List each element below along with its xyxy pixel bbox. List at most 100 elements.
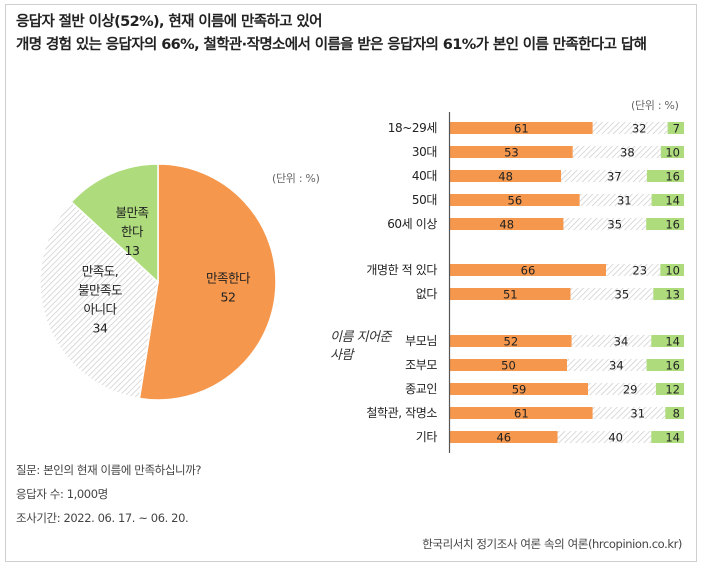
bar-segment bbox=[450, 264, 606, 276]
chart-frame bbox=[5, 4, 697, 562]
bar-value-label: 50 bbox=[501, 359, 516, 373]
bar-value-label: 16 bbox=[665, 359, 680, 373]
bar-value-label: 16 bbox=[665, 218, 680, 232]
pie-slice-label: 불만족 한다 13 bbox=[115, 205, 148, 258]
bar-segment bbox=[660, 264, 684, 276]
bar-segment bbox=[450, 431, 558, 443]
bar-value-label: 52 bbox=[504, 335, 519, 349]
chart-subtitle: 개명 경험 있는 응답자의 66%, 철학관·작명소에서 이름을 받은 응답자의… bbox=[16, 37, 647, 53]
bar-segment bbox=[450, 383, 589, 395]
bar-value-label: 14 bbox=[665, 431, 680, 445]
bar-value-label: 61 bbox=[514, 122, 529, 136]
bar-value-label: 29 bbox=[623, 383, 638, 397]
bar-row-label: 없다 bbox=[416, 287, 438, 301]
bar-value-label: 48 bbox=[498, 170, 513, 184]
bar-row-label: 종교인 bbox=[405, 382, 437, 396]
bar-value-label: 38 bbox=[620, 146, 635, 160]
bar-value-label: 48 bbox=[499, 218, 514, 232]
bar-segment bbox=[572, 146, 661, 158]
footer-question: 질문: 본인의 현재 이름에 만족하십니까? bbox=[16, 463, 202, 477]
bar-segment bbox=[450, 288, 571, 300]
bar-row-label: 조부모 bbox=[405, 358, 437, 372]
bar-value-label: 13 bbox=[665, 288, 680, 302]
bar-value-label: 23 bbox=[632, 264, 647, 278]
bar-row-label: 부모님 bbox=[405, 334, 437, 348]
bar-segment bbox=[450, 170, 562, 182]
bar-segment bbox=[646, 218, 684, 230]
bar-segment bbox=[450, 359, 567, 371]
bar-row-label: 30대 bbox=[412, 145, 437, 159]
bar-segment bbox=[567, 359, 647, 371]
bar-value-label: 34 bbox=[609, 359, 624, 373]
bar-value-label: 35 bbox=[615, 288, 630, 302]
bar-segment bbox=[561, 170, 647, 182]
bar-row-label: 50대 bbox=[412, 193, 437, 207]
pie-unit-label: (단위 : %) bbox=[272, 172, 320, 185]
chart-title: 응답자 절반 이상(52%), 현재 이름에 만족하고 있어 bbox=[16, 14, 322, 30]
bar-segment bbox=[592, 122, 668, 134]
bar-row-label: 철학관, 작명소 bbox=[366, 406, 437, 420]
bar-segment bbox=[450, 218, 564, 230]
bar-segment bbox=[592, 407, 666, 419]
bar-segment bbox=[571, 335, 652, 347]
bar-value-label: 53 bbox=[504, 146, 519, 160]
bar-value-label: 59 bbox=[512, 383, 527, 397]
bar-segment bbox=[563, 218, 647, 230]
bar-segment bbox=[646, 170, 684, 182]
bar-row-label: 개명한 적 있다 bbox=[366, 263, 437, 277]
bar-value-label: 31 bbox=[617, 194, 632, 208]
source-credit: 한국리서치 정기조사 여론 속의 여론(hrcopinion.co.kr) bbox=[422, 537, 682, 551]
bar-value-label: 51 bbox=[503, 288, 518, 302]
bar-segment bbox=[450, 146, 573, 158]
bar-value-label: 56 bbox=[508, 194, 523, 208]
footer-respondents: 응답자 수: 1,000명 bbox=[16, 487, 108, 501]
bar-segment bbox=[450, 407, 593, 419]
bar-row-label: 기타 bbox=[416, 430, 438, 444]
bar-segment bbox=[651, 335, 684, 347]
bar-segment bbox=[588, 383, 656, 395]
bar-value-label: 8 bbox=[673, 407, 680, 421]
bar-segment bbox=[665, 407, 684, 419]
bar-value-label: 31 bbox=[630, 407, 645, 421]
bar-segment bbox=[570, 288, 654, 300]
bar-value-label: 14 bbox=[665, 194, 680, 208]
bar-value-label: 14 bbox=[665, 335, 680, 349]
pie-slice bbox=[138, 163, 277, 401]
pie-slice bbox=[70, 163, 159, 284]
bar-value-label: 12 bbox=[665, 383, 680, 397]
bar-segment bbox=[667, 122, 684, 134]
bar-segment bbox=[557, 431, 652, 443]
bar-value-label: 10 bbox=[665, 146, 680, 160]
bar-segment bbox=[450, 122, 593, 134]
bar-segment bbox=[450, 335, 572, 347]
bar-value-label: 32 bbox=[632, 122, 647, 136]
bar-value-label: 46 bbox=[496, 431, 511, 445]
bar-row-label: 60세 이상 bbox=[387, 217, 437, 231]
bar-value-label: 61 bbox=[514, 407, 529, 421]
bar-segment bbox=[579, 194, 652, 206]
bar-segment bbox=[660, 146, 684, 158]
bar-segment bbox=[651, 431, 684, 443]
bar-segment bbox=[606, 264, 661, 276]
bar-row-label: 40대 bbox=[412, 169, 437, 183]
bar-segment bbox=[655, 383, 684, 395]
bar-segment bbox=[653, 288, 684, 300]
bar-unit-label: (단위 : %) bbox=[631, 99, 679, 112]
bar-value-label: 16 bbox=[665, 170, 680, 184]
bar-segment bbox=[646, 359, 684, 371]
bar-value-label: 34 bbox=[614, 335, 629, 349]
bar-value-label: 40 bbox=[608, 431, 623, 445]
pie-slice-label: 만족도, 불만족도 아니다 34 bbox=[78, 264, 122, 336]
bar-segment bbox=[651, 194, 684, 206]
bar-value-label: 10 bbox=[665, 264, 680, 278]
bar-value-label: 35 bbox=[607, 218, 622, 232]
bar-value-label: 37 bbox=[607, 170, 622, 184]
footer-period: 조사기간: 2022. 06. 17. ~ 06. 20. bbox=[16, 511, 189, 525]
group-annotation: 이름 지어준 사람 bbox=[330, 330, 392, 363]
bar-value-label: 66 bbox=[521, 264, 536, 278]
bar-value-label: 7 bbox=[673, 122, 680, 136]
pie-slice bbox=[39, 200, 159, 400]
pie-slice-label: 만족한다 52 bbox=[206, 271, 251, 305]
